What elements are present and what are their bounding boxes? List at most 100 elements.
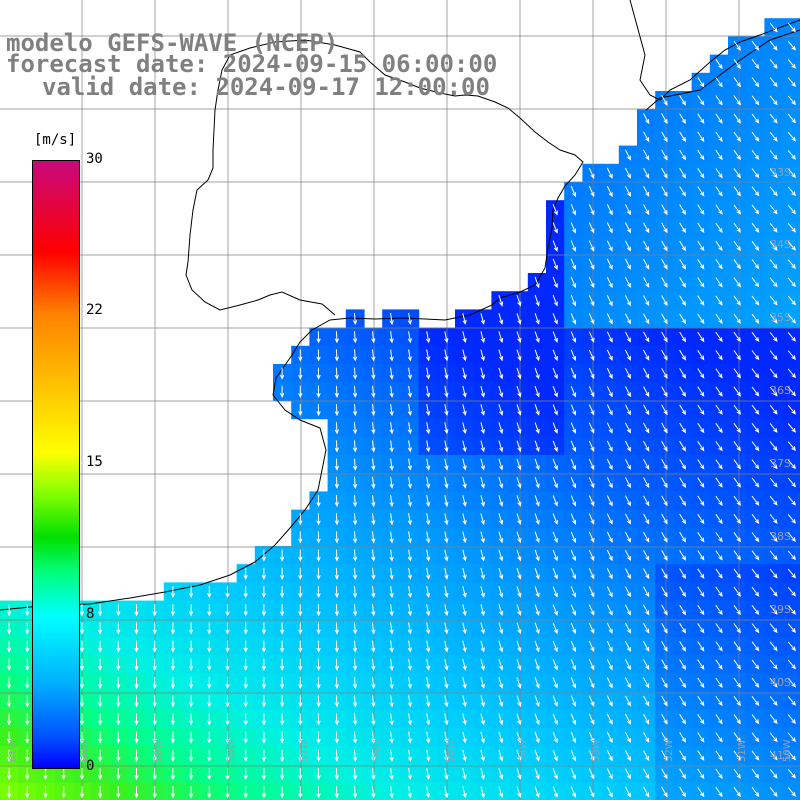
wind-arrow: [733, 786, 741, 798]
wind-arrow: [498, 786, 504, 799]
wind-arrow: [751, 40, 760, 51]
wind-arrow: [170, 749, 176, 762]
wind-arrow: [697, 168, 705, 179]
wind-arrow: [552, 386, 558, 398]
wind-arrow: [588, 222, 595, 234]
wind-arrow: [715, 786, 723, 798]
colorbar-tick-8: 8: [86, 606, 95, 622]
wind-arrow: [407, 768, 412, 781]
wind-arrow: [334, 458, 339, 471]
wind-arrow: [298, 749, 303, 762]
wind-arrow: [570, 750, 577, 762]
wind-arrow: [425, 622, 431, 635]
wind-arrow: [516, 495, 522, 507]
longitude-label: 53W: [591, 739, 602, 762]
wind-arrow: [787, 350, 796, 360]
wind-arrow: [643, 186, 650, 197]
wind-arrow: [425, 385, 431, 398]
wind-arrow: [552, 786, 558, 798]
wind-arrow: [279, 640, 285, 653]
wind-arrow: [679, 677, 687, 689]
wind-arrow: [462, 640, 467, 653]
wind-arrow: [371, 349, 376, 362]
wind-arrow: [79, 713, 85, 726]
wind-arrow: [751, 641, 760, 652]
wind-arrow: [279, 731, 285, 744]
wind-arrow: [352, 658, 358, 671]
wind-arrow: [715, 386, 723, 397]
wind-arrow: [444, 349, 449, 362]
wind-arrow: [643, 277, 650, 288]
wind-arrow: [588, 313, 595, 325]
longitude-label: 52W: [664, 739, 675, 762]
wind-arrow: [371, 440, 376, 453]
wind-arrow: [697, 732, 705, 743]
wind-arrow: [552, 349, 558, 362]
wind-arrow: [588, 731, 595, 744]
wind-arrow: [225, 658, 230, 671]
wind-arrow: [480, 695, 485, 708]
wind-arrow: [516, 294, 522, 307]
wind-arrow: [715, 623, 723, 634]
wind-arrow: [516, 786, 522, 798]
wind-arrow: [352, 676, 358, 690]
wind-arrow: [769, 313, 778, 324]
wind-arrow: [6, 604, 12, 617]
wind-arrow: [769, 477, 778, 488]
forecast-date: forecast date: 2024-09-15 06:00:00: [6, 50, 498, 78]
wind-arrow: [534, 276, 540, 289]
wind-arrow: [261, 677, 267, 690]
wind-arrow: [371, 622, 376, 635]
wind-arrow: [243, 695, 248, 708]
wind-arrow: [697, 586, 705, 598]
wind-arrow: [79, 695, 85, 708]
wind-arrow: [97, 713, 103, 726]
wind-arrow: [170, 622, 176, 635]
wind-arrow: [552, 477, 558, 489]
wind-arrow: [661, 495, 668, 507]
wind-arrow: [787, 568, 796, 579]
wind-arrow: [787, 714, 796, 724]
wind-arrow: [97, 749, 103, 762]
wind-arrow: [606, 331, 613, 343]
wind-arrow: [371, 658, 376, 671]
wind-arrow: [279, 713, 285, 726]
wind-arrow: [697, 404, 705, 416]
wind-arrow: [697, 495, 705, 507]
wind-arrow: [787, 532, 796, 542]
wind-arrow: [97, 695, 103, 708]
wind-arrow: [152, 786, 157, 799]
wind-arrow: [371, 604, 376, 617]
wind-arrow: [624, 185, 631, 198]
wind-arrow: [787, 459, 796, 470]
wind-arrow: [787, 368, 796, 379]
wind-arrow: [661, 95, 668, 106]
wind-arrow: [733, 168, 741, 179]
wind-arrow: [462, 404, 467, 416]
model-title: modelo GEFS-WAVE (NCEP): [6, 29, 339, 57]
wind-arrow: [444, 622, 449, 635]
wind-arrow: [787, 295, 796, 306]
wind-arrow: [6, 749, 12, 762]
wind-arrow: [498, 640, 504, 653]
wind-arrow: [733, 550, 741, 561]
wind-arrow: [643, 768, 650, 780]
wind-arrow: [769, 332, 778, 342]
wind-arrow: [733, 604, 741, 616]
wind-arrow: [715, 422, 723, 434]
wind-arrow: [279, 749, 285, 762]
wind-arrow: [733, 623, 741, 634]
wind-arrow: [751, 441, 760, 452]
wind-arrow: [298, 640, 303, 653]
wind-arrow: [588, 440, 595, 452]
wind-arrow: [498, 713, 504, 726]
wind-arrow: [444, 440, 449, 453]
wind-arrow: [679, 386, 687, 397]
wind-arrow: [787, 168, 796, 178]
wind-arrow: [352, 331, 358, 344]
wind-arrow: [552, 677, 558, 689]
wind-arrow: [371, 713, 376, 726]
wind-arrow: [751, 404, 760, 415]
wind-arrow: [570, 568, 577, 580]
wind-arrow: [407, 713, 412, 726]
